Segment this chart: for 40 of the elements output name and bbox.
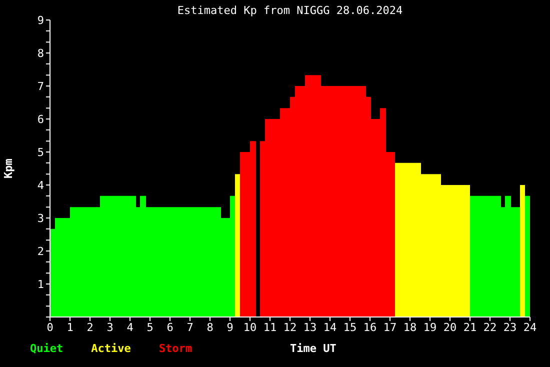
x-tick-label: 0	[46, 320, 54, 334]
y-tick-label: 8	[37, 46, 44, 60]
x-tick-label: 4	[126, 320, 134, 334]
y-tick-label: 5	[37, 146, 44, 159]
x-tick-label: 9	[226, 320, 234, 334]
x-tick-label: 23	[503, 320, 517, 334]
x-tick-label: 16	[363, 320, 377, 334]
x-tick-label: 20	[443, 320, 457, 334]
x-tick-label: 18	[403, 320, 417, 334]
y-axis-title: Kpm	[2, 158, 15, 178]
y-tick-label: 9	[37, 14, 44, 27]
y-tick-label: 6	[37, 112, 44, 126]
x-axis-title: Time UT	[290, 342, 336, 355]
x-tick-label: 17	[383, 320, 397, 334]
x-tick-label: 11	[263, 320, 277, 334]
x-tick-label: 8	[206, 320, 214, 334]
x-tick-label: 5	[146, 320, 154, 334]
y-tick-label: 7	[37, 80, 44, 93]
y-tick-label: 2	[37, 244, 44, 258]
x-tick-label: 2	[86, 320, 94, 334]
x-tick-label: 10	[243, 320, 257, 334]
chart-title: Estimated Kp from NIGGG 28.06.2024	[177, 4, 403, 17]
text: Quiet	[30, 342, 64, 355]
x-tick-label: 7	[186, 320, 194, 334]
x-tick-label: 13	[303, 320, 317, 334]
y-tick-label: 1	[37, 278, 44, 291]
x-tick-label: 24	[523, 320, 537, 334]
x-tick-label: 22	[483, 320, 497, 334]
y-tick-label: 4	[37, 178, 44, 192]
x-tick-label: 15	[343, 320, 357, 334]
x-tick-label: 19	[423, 320, 437, 334]
x-tick-label: 1	[66, 320, 74, 334]
x-tick-label: 14	[323, 320, 337, 334]
x-tick-label: 3	[106, 320, 114, 334]
y-tick-label: 3	[37, 212, 44, 225]
x-tick-label: 6	[166, 320, 174, 334]
x-tick-label: 12	[283, 320, 297, 334]
text: Active	[91, 342, 131, 355]
x-tick-label: 21	[463, 320, 477, 334]
text: Storm	[158, 342, 192, 355]
